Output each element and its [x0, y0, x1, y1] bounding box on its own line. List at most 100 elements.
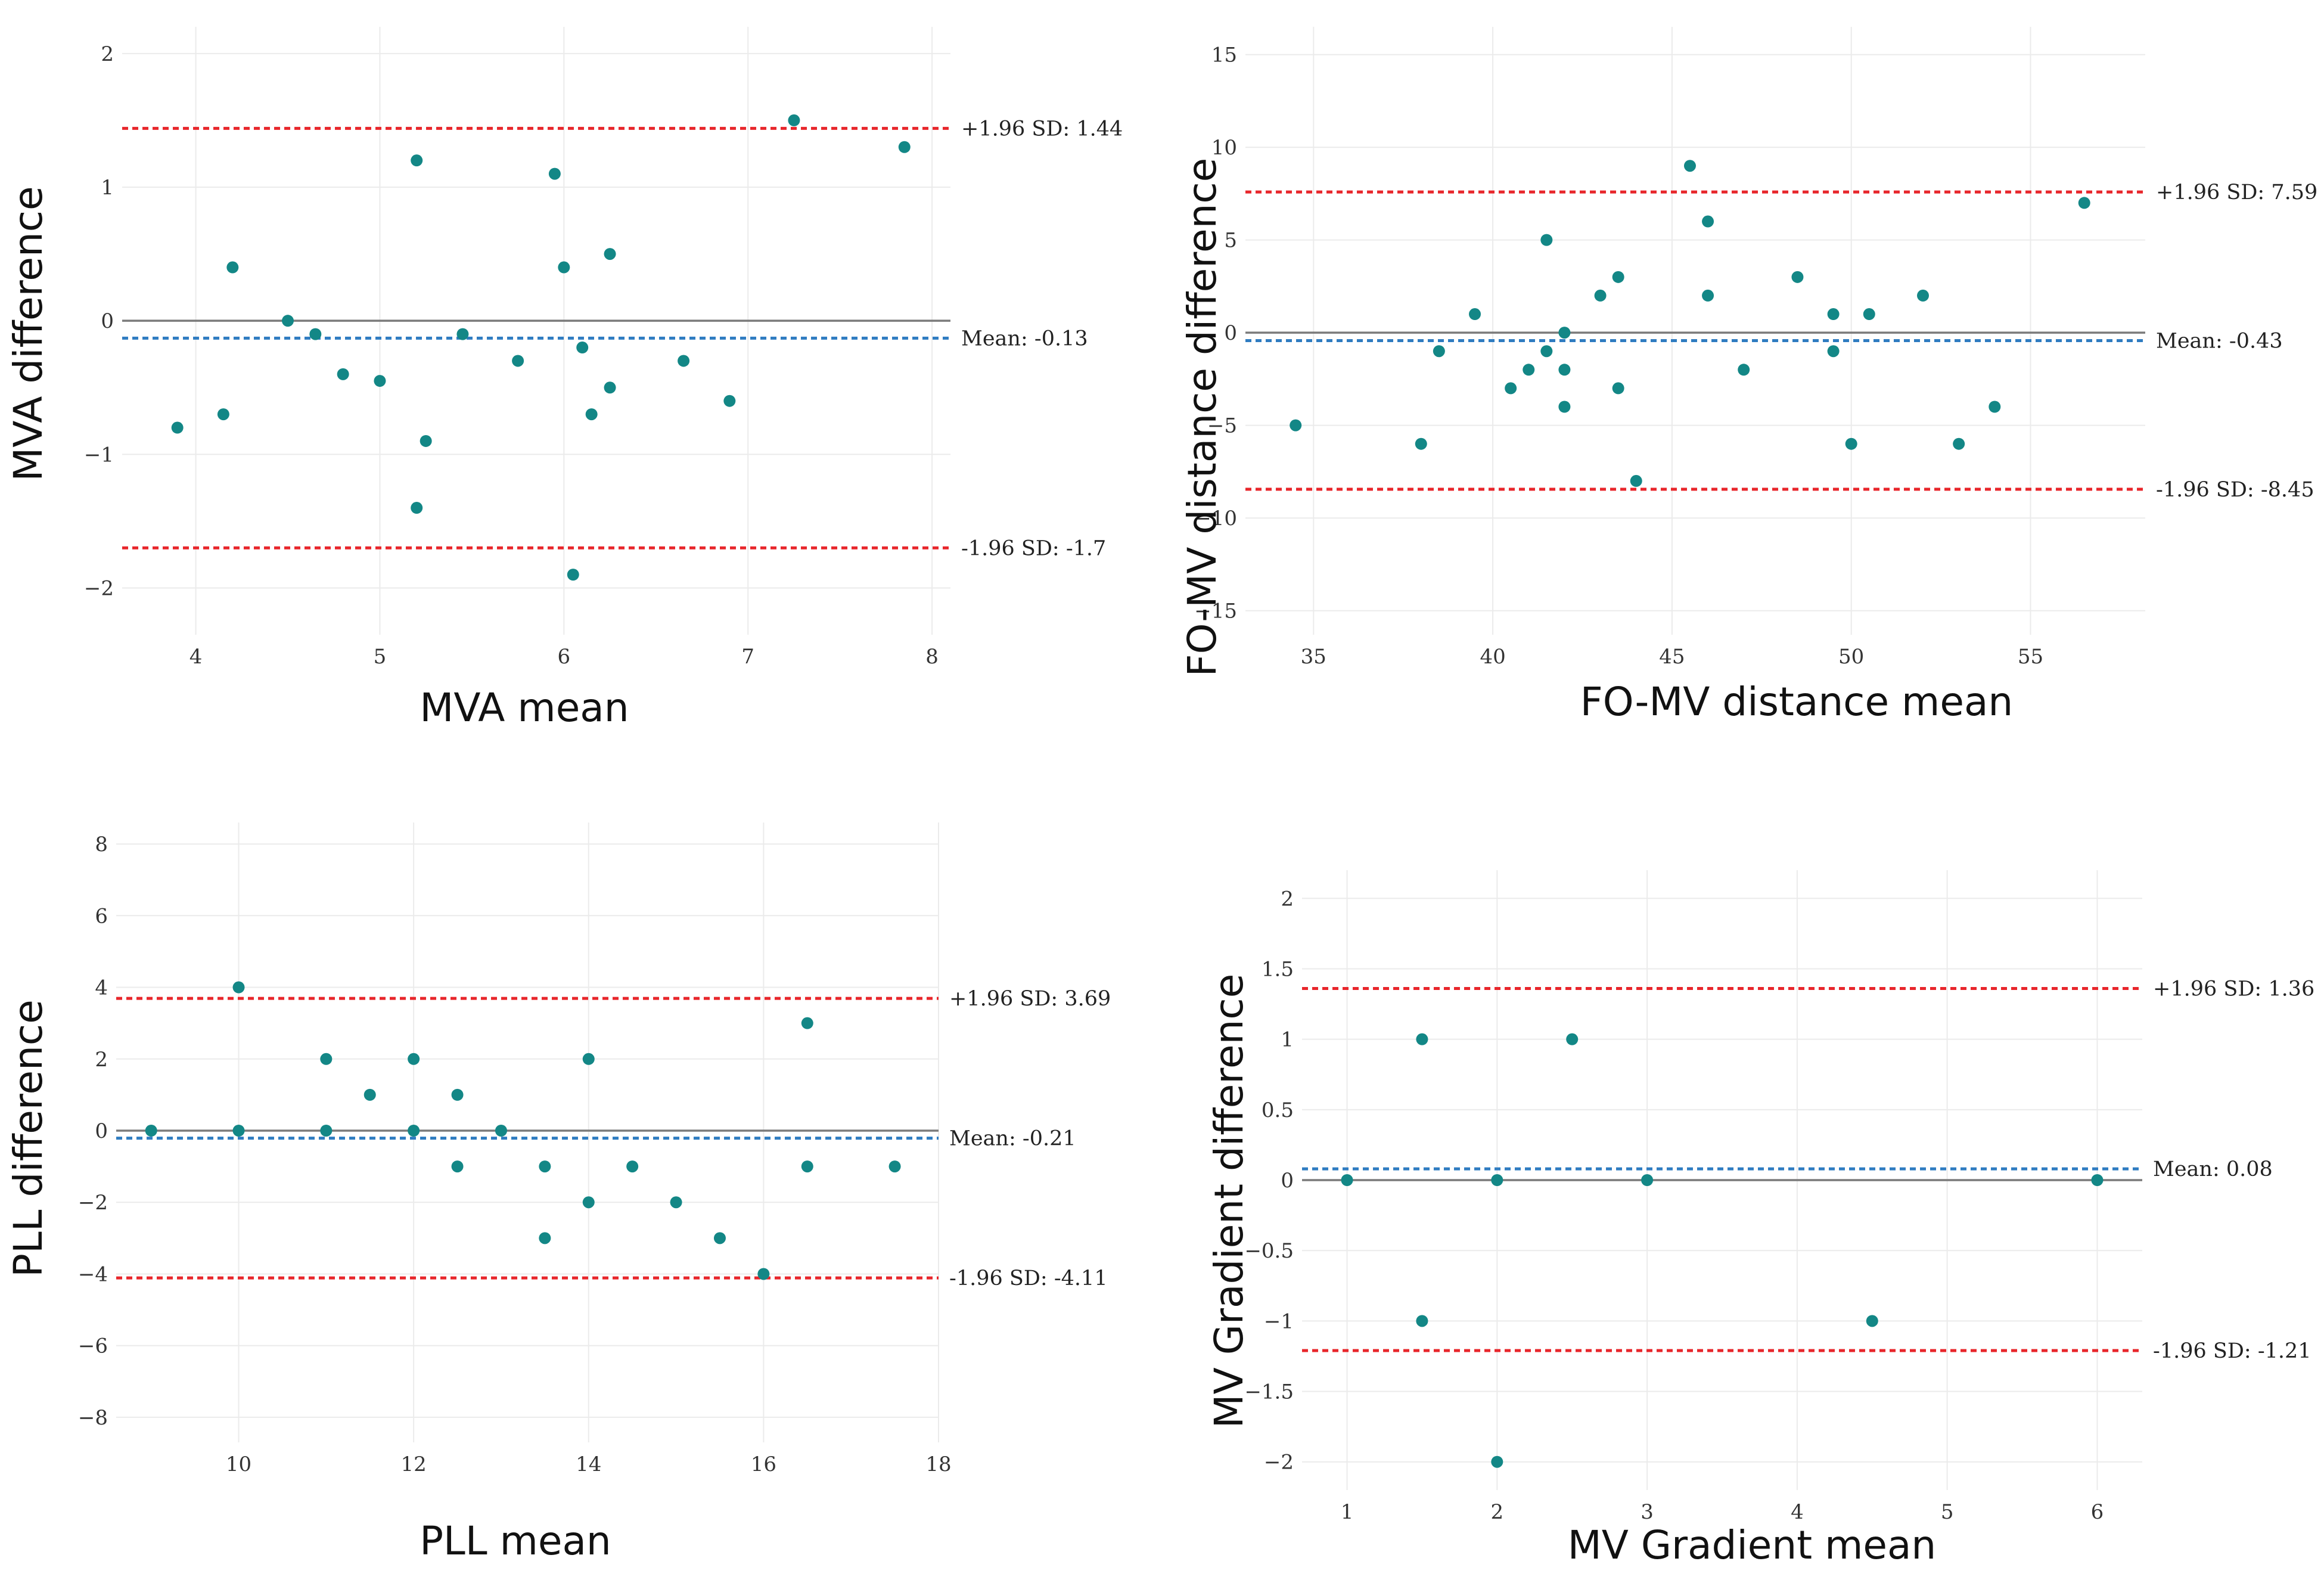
- mva-panel: 4 5 6 7 8 −2 −1 0 1 2 +1.96 SD: 1.44 Mean: -0.13 -1.…: [5, 27, 1123, 731]
- x-axis-title: PLL mean: [420, 1518, 611, 1564]
- data-point: [1491, 1174, 1503, 1186]
- data-point: [582, 1053, 595, 1065]
- y-tick-label: 4: [95, 976, 108, 1000]
- data-point: [232, 1124, 245, 1137]
- data-point: [1917, 289, 1930, 302]
- x-tick-label: 10: [226, 1452, 251, 1476]
- data-point: [456, 328, 469, 340]
- y-tick-label: −15: [1194, 600, 1237, 623]
- fo-mv-gridlines: [1245, 27, 2145, 635]
- pll-panel: 10 12 14 16 18 −8 −6 −4 −2 0 2 4 6 8 +1.96 SD: 3.69 Mea…: [5, 823, 1111, 1564]
- data-point: [558, 261, 570, 274]
- mva-points: [171, 114, 911, 581]
- data-point: [320, 1124, 333, 1137]
- y-tick-label: 0.5: [1262, 1098, 1294, 1122]
- data-point: [374, 375, 386, 387]
- y-axis-title: FO-MV distance difference: [1179, 158, 1225, 677]
- y-tick-label: 1.5: [1262, 957, 1294, 981]
- y-tick-label: −2: [1264, 1451, 1294, 1475]
- mean-label: Mean: -0.13: [961, 327, 1088, 350]
- y-tick-label: 1: [101, 176, 114, 200]
- x-tick-label: 40: [1480, 645, 1505, 669]
- y-tick-label: 5: [1224, 229, 1237, 253]
- y-tick-label: 1: [1281, 1028, 1294, 1052]
- data-point: [1415, 437, 1427, 450]
- y-tick-label: −0.5: [1244, 1239, 1294, 1263]
- data-point: [1523, 364, 1535, 376]
- data-point: [1558, 401, 1571, 413]
- upper-limit-label: +1.96 SD: 3.69: [949, 987, 1111, 1011]
- data-point: [585, 408, 598, 421]
- mv-gradient-points: [1341, 1033, 2104, 1468]
- y-tick-label: −1: [84, 443, 114, 467]
- y-tick-label: 15: [1211, 44, 1237, 67]
- x-tick-label: 14: [576, 1452, 601, 1476]
- y-tick-label: −8: [78, 1406, 108, 1430]
- x-axis-title: MV Gradient mean: [1568, 1522, 1937, 1568]
- data-point: [548, 167, 561, 180]
- data-point: [320, 1053, 333, 1065]
- y-tick-label: 0: [95, 1119, 108, 1143]
- x-axis-title: FO-MV distance mean: [1580, 679, 2013, 725]
- data-point: [420, 434, 432, 447]
- data-point: [1702, 289, 1714, 302]
- data-point: [582, 1196, 595, 1209]
- data-point: [1953, 437, 1965, 450]
- mean-label: Mean: -0.43: [2156, 329, 2283, 353]
- y-tick-label: 2: [1281, 887, 1294, 911]
- data-point: [1827, 345, 1840, 358]
- y-tick-label: 10: [1211, 136, 1237, 160]
- data-point: [888, 1160, 901, 1173]
- data-point: [1558, 327, 1571, 339]
- x-tick-label: 55: [2018, 645, 2043, 669]
- data-point: [713, 1232, 726, 1244]
- x-tick-label: 50: [1838, 645, 1864, 669]
- data-point: [1416, 1315, 1428, 1327]
- x-tick-label: 5: [374, 645, 387, 669]
- y-tick-label: 0: [1224, 321, 1237, 345]
- y-tick-label: −1.5: [1244, 1380, 1294, 1404]
- data-point: [408, 1124, 420, 1137]
- data-point: [1416, 1033, 1428, 1045]
- y-axis-title: MV Gradient difference: [1206, 974, 1252, 1429]
- data-point: [495, 1124, 507, 1137]
- data-point: [1866, 1315, 1878, 1327]
- x-tick-label: 1: [1341, 1500, 1354, 1524]
- y-tick-label: −2: [84, 577, 114, 601]
- x-axis-title: MVA mean: [420, 685, 629, 731]
- y-tick-label: 2: [101, 42, 114, 66]
- pll-points: [145, 981, 901, 1280]
- x-tick-label: 4: [1791, 1500, 1804, 1524]
- x-tick-label: 18: [925, 1452, 951, 1476]
- data-point: [678, 355, 690, 367]
- data-point: [1791, 271, 1804, 283]
- data-point: [451, 1088, 464, 1101]
- y-tick-label: −5: [1207, 414, 1237, 438]
- data-point: [801, 1017, 813, 1029]
- data-point: [757, 1268, 770, 1280]
- mean-label: Mean: 0.08: [2153, 1157, 2273, 1181]
- data-point: [1491, 1455, 1503, 1468]
- data-point: [539, 1160, 551, 1173]
- data-point: [1558, 364, 1571, 376]
- data-point: [171, 421, 184, 434]
- x-tick-label: 35: [1301, 645, 1326, 669]
- data-point: [723, 395, 736, 407]
- data-point: [1683, 160, 1696, 172]
- lower-limit-label: -1.96 SD: -4.11: [949, 1267, 1108, 1290]
- data-point: [1290, 419, 1302, 432]
- y-tick-label: 0: [101, 309, 114, 333]
- mv-gradient-panel: 1 2 3 4 5 6 −2 −1.5 −1 −0.5 0 0.5 1 1.5 2 +1.96 SD: 1.3…: [1206, 870, 2314, 1568]
- x-tick-label: 16: [751, 1452, 776, 1476]
- fo-mv-points: [1290, 160, 2090, 487]
- y-axis-title: MVA difference: [5, 186, 51, 481]
- data-point: [282, 315, 294, 327]
- data-point: [1863, 308, 1875, 321]
- y-tick-label: 0: [1281, 1169, 1294, 1193]
- data-point: [226, 261, 239, 274]
- data-point: [1738, 364, 1750, 376]
- data-point: [576, 342, 589, 354]
- data-point: [567, 569, 579, 581]
- data-point: [1505, 382, 1517, 395]
